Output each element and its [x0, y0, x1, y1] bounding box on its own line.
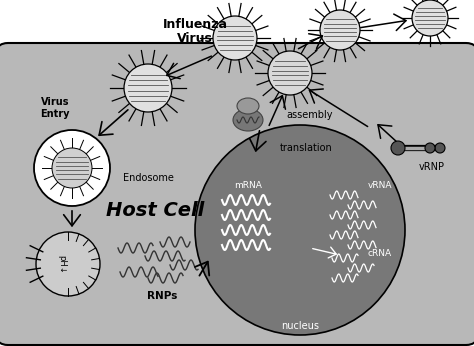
- Circle shape: [36, 232, 100, 296]
- Circle shape: [34, 130, 110, 206]
- Text: vRNP: vRNP: [419, 162, 445, 172]
- Circle shape: [391, 141, 405, 155]
- Text: vRNA: vRNA: [368, 181, 392, 190]
- Text: assembly: assembly: [287, 110, 333, 120]
- Circle shape: [195, 125, 405, 335]
- Ellipse shape: [237, 98, 259, 114]
- FancyBboxPatch shape: [0, 43, 474, 345]
- Text: RNPs: RNPs: [147, 291, 177, 301]
- Circle shape: [435, 143, 445, 153]
- Text: Endosome: Endosome: [123, 173, 173, 183]
- Circle shape: [268, 51, 312, 95]
- Circle shape: [320, 10, 360, 50]
- Text: nucleus: nucleus: [281, 321, 319, 331]
- Circle shape: [213, 16, 257, 60]
- Circle shape: [425, 143, 435, 153]
- Text: translation: translation: [280, 143, 333, 153]
- Circle shape: [124, 64, 172, 112]
- Text: Host Cell: Host Cell: [106, 200, 204, 219]
- Text: Influenza
Virus: Influenza Virus: [163, 18, 228, 45]
- Text: cRNA: cRNA: [368, 248, 392, 257]
- Ellipse shape: [233, 109, 263, 131]
- Text: Virus
Entry: Virus Entry: [40, 97, 70, 119]
- Circle shape: [52, 148, 92, 188]
- Text: mRNA: mRNA: [234, 181, 262, 190]
- Circle shape: [412, 0, 448, 36]
- Text: pH↓: pH↓: [57, 255, 66, 273]
